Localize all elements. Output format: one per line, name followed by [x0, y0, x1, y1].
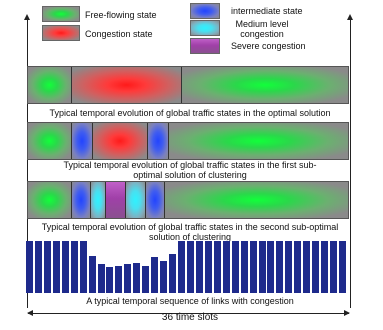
congestion-bar: [258, 241, 266, 293]
congestion-bar: [285, 241, 293, 293]
congestion-bar: [303, 241, 311, 293]
legend-label-congestion: Congestion state: [85, 29, 153, 39]
bar-chart-caption: A typical temporal sequence of links wit…: [86, 296, 294, 306]
congestion-bar: [151, 256, 159, 293]
congestion-bar: [222, 241, 230, 293]
segment-intermediate: [146, 182, 165, 218]
left-axis: [27, 18, 28, 308]
segment-congestion: [72, 67, 182, 103]
arrow-left-icon: [27, 310, 33, 316]
congestion-bar: [178, 241, 185, 293]
right-axis: [350, 18, 351, 308]
legend-swatch-medium: [190, 20, 220, 36]
congestion-bar: [97, 264, 105, 293]
congestion-bar: [124, 264, 132, 293]
legend-label-medium: Medium level congestion: [235, 19, 289, 39]
right-axis-arrow-icon: [347, 14, 353, 20]
congestion-bar: [294, 241, 302, 293]
congestion-bar: [52, 241, 60, 293]
congestion-bar: [231, 241, 239, 293]
legend-label-free: Free-flowing state: [85, 10, 157, 20]
segment-medium: [126, 182, 146, 218]
congestion-bar: [169, 254, 177, 293]
legend-swatch-intermediate: [190, 3, 220, 19]
congestion-bar: [115, 265, 123, 293]
congestion-bar: [267, 241, 275, 293]
segment-congestion: [93, 123, 148, 159]
legend-label-intermediate: intermediate state: [231, 6, 303, 16]
segment-medium: [91, 182, 106, 218]
congestion-bar: [133, 262, 141, 293]
congestion-bar: [43, 241, 51, 293]
state-strip-optimal: [27, 66, 349, 104]
legend-swatch-severe: [190, 38, 220, 54]
caption-second-suboptimal: Typical temporal evolution of global tra…: [41, 222, 339, 242]
segment-severe: [106, 182, 126, 218]
congestion-bar: [25, 241, 33, 293]
time-span-label: 36 time slots: [161, 312, 219, 323]
segment-free: [28, 182, 72, 218]
caption-first-suboptimal: Typical temporal evolution of global tra…: [63, 160, 317, 180]
congestion-bar: [79, 241, 87, 293]
caption-optimal: Typical temporal evolution of global tra…: [49, 108, 331, 118]
congestion-bar: [186, 241, 194, 293]
segment-free: [28, 67, 72, 103]
congestion-bar: [249, 241, 257, 293]
congestion-bar: [88, 255, 96, 293]
segment-free: [182, 67, 348, 103]
congestion-bar: [330, 241, 338, 293]
arrow-right-icon: [344, 310, 350, 316]
legend-swatch-free: [42, 6, 80, 22]
segment-intermediate: [72, 123, 93, 159]
congestion-bar: [142, 265, 150, 293]
congestion-bar: [204, 241, 212, 293]
congestion-bar: [276, 241, 284, 293]
time-span-line: [28, 313, 349, 314]
segment-free: [165, 182, 348, 218]
segment-free: [169, 123, 348, 159]
segment-intermediate: [148, 123, 169, 159]
congestion-bar: [321, 241, 329, 293]
congestion-bar: [160, 260, 168, 293]
congestion-bar: [34, 241, 42, 293]
congestion-bar-chart: [25, 241, 347, 293]
congestion-bar: [339, 241, 346, 293]
state-strip-first-suboptimal: [27, 122, 349, 160]
state-strip-second-suboptimal: [27, 181, 349, 219]
congestion-bar: [213, 241, 221, 293]
segment-free: [28, 123, 72, 159]
congestion-bar: [312, 241, 320, 293]
left-axis-arrow-icon: [24, 14, 30, 20]
legend-label-severe: Severe congestion: [231, 41, 306, 51]
congestion-bar: [195, 241, 203, 293]
congestion-bar: [106, 267, 114, 293]
legend-swatch-congestion: [42, 25, 80, 41]
congestion-bar: [240, 241, 248, 293]
segment-intermediate: [72, 182, 91, 218]
congestion-bar: [61, 241, 69, 293]
congestion-bar: [70, 241, 78, 293]
